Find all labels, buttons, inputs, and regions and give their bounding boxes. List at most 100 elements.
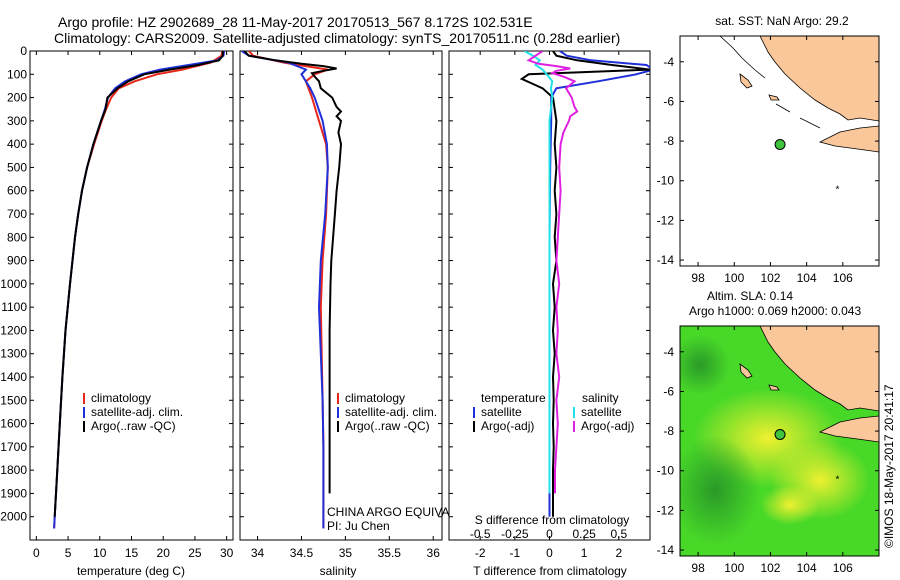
difference-panel: -2 -1 0 1 2 -0.5 -0.25 0 0.25 0.5 T difference fr…	[448, 50, 651, 578]
difference-xlabel: T difference from climatology	[473, 564, 627, 578]
y-tick-label: 1600	[0, 417, 27, 431]
sst-map-markers: *	[774, 138, 839, 196]
difference-top-label: S difference from climatology	[475, 513, 630, 527]
y-tick-label: 200	[7, 91, 27, 105]
x-tick-label: 35	[339, 546, 353, 560]
x-tick-label: 34.5	[290, 546, 314, 560]
argo-float-marker	[774, 428, 786, 440]
sla-map-axis-ticks: 98 100 102 104 106 -4 -6 -8 -10 -12 -14	[657, 326, 879, 575]
difference-lines	[519, 51, 650, 517]
legend-label: climatology	[345, 391, 405, 405]
coast-line-trail	[719, 36, 821, 129]
top-x-tick-label: 0.25	[572, 527, 596, 541]
x-tick-label: 15	[125, 546, 139, 560]
sla-low-northwest	[680, 335, 730, 395]
temperature-axis-ticks: 0 5 10 15 20 25 300100200300400500600700800900…	[0, 44, 233, 560]
salinity-axis-ticks: 34 34.5 35 35.5 36	[240, 50, 442, 560]
argo-float-marker	[774, 138, 786, 150]
y-tick-label: 2000	[0, 510, 27, 524]
legend-label: Argo(-adj)	[581, 419, 634, 433]
series-line-argo-raw-qc-	[53, 51, 224, 517]
y-tick-label: 1800	[0, 463, 27, 477]
series-line-argo-raw-qc-	[243, 51, 343, 494]
map-y-tick-label: -6	[663, 94, 674, 108]
y-tick-label: 1700	[0, 440, 27, 454]
y-tick-label: 400	[7, 137, 27, 151]
x-tick-label: 35.5	[378, 546, 402, 560]
legend-group-title: salinity	[582, 391, 619, 405]
temperature-panel: 0 5 10 15 20 25 300100200300400500600700800900…	[0, 44, 233, 578]
y-tick-label: 1200	[0, 323, 27, 337]
island-marker: *	[835, 475, 839, 486]
sst-map-land	[680, 36, 879, 153]
y-tick-label: 800	[7, 230, 27, 244]
sst-map-frame	[679, 35, 880, 267]
sst-map-axis-ticks: 98 100 102 104 106 -4 -6 -8 -10 -12 -14	[657, 36, 879, 285]
sla-sumatra-land	[680, 326, 879, 412]
map-y-tick-label: -6	[663, 384, 674, 398]
sla-map-frame	[679, 325, 880, 557]
y-tick-label: 500	[7, 160, 27, 174]
series-line-salinity-argo-adj-	[526, 51, 579, 494]
map-y-tick-label: -8	[663, 424, 674, 438]
map-y-tick-label: -4	[663, 345, 674, 359]
x-tick-label: 2	[615, 546, 622, 560]
mentawai-island-2	[768, 94, 780, 101]
pi-name-label: PI: Ju Chen	[327, 519, 390, 533]
series-line-temperature-argo-adj-	[519, 51, 650, 517]
legend-label: climatology	[91, 391, 151, 405]
y-tick-label: 700	[7, 207, 27, 221]
x-tick-label: 0	[33, 546, 40, 560]
top-x-tick-label: -0.25	[501, 527, 529, 541]
sla-high-southeast	[760, 485, 820, 525]
y-tick-label: 0	[20, 44, 27, 58]
map-x-tick-label: 100	[724, 561, 744, 575]
temperature-lines	[53, 51, 226, 529]
y-tick-label: 100	[7, 67, 27, 81]
y-tick-label: 1000	[0, 277, 27, 291]
top-x-tick-label: 0.5	[610, 527, 627, 541]
x-tick-label: 0	[546, 546, 553, 560]
map-x-tick-label: 98	[691, 271, 705, 285]
x-tick-label: -1	[510, 546, 521, 560]
sumatra-land	[680, 36, 879, 122]
map-x-tick-label: 106	[833, 561, 853, 575]
mentawai-island-1	[739, 73, 753, 89]
imos-credit: ©IMOS 18-May-2017 20:41:17	[882, 384, 896, 548]
legend-group-title: temperature	[481, 391, 546, 405]
y-tick-label: 1300	[0, 347, 27, 361]
sla-mentawai-island-1	[739, 363, 753, 379]
salinity-lines	[241, 51, 343, 529]
java-land	[818, 125, 879, 153]
y-tick-label: 1500	[0, 393, 27, 407]
x-tick-label: 20	[157, 546, 171, 560]
sla-map-field	[680, 326, 879, 556]
map-y-tick-label: -12	[657, 503, 675, 517]
legend-label: satellite-adj. clim.	[345, 405, 437, 419]
map-x-tick-label: 98	[691, 561, 705, 575]
salinity-xlabel: salinity	[320, 564, 357, 578]
legend-label: Argo(..raw -QC)	[345, 419, 430, 433]
map-x-tick-label: 102	[760, 561, 780, 575]
legend-label: Argo(..raw -QC)	[91, 419, 176, 433]
sla-map-markers: *	[774, 428, 839, 486]
map-x-tick-label: 102	[760, 271, 780, 285]
sla-map-title-line2: Argo h1000: 0.069 h2000: 0.043	[689, 304, 861, 318]
x-tick-label: 36	[427, 546, 441, 560]
map-x-tick-label: 104	[797, 271, 817, 285]
sst-map-panel: sat. SST: NaN Argo: 29.2 98 100 102 104 106 -…	[657, 14, 880, 285]
salinity-plot-frame	[239, 50, 443, 541]
legend-label: satellite	[481, 405, 522, 419]
top-x-tick-label: 0	[546, 527, 553, 541]
map-x-tick-label: 104	[797, 561, 817, 575]
sla-map-title-line1: Altim. SLA: 0.14	[707, 289, 793, 303]
map-y-tick-label: -14	[657, 543, 675, 557]
salinity-panel: 34 34.5 35 35.5 36 salinity climatologysatel…	[239, 50, 481, 578]
temperature-xlabel: temperature (deg C)	[77, 564, 185, 578]
map-y-tick-label: -14	[657, 253, 675, 267]
legend-label: satellite-adj. clim.	[91, 405, 183, 419]
map-y-tick-label: -10	[657, 464, 675, 478]
x-tick-label: 25	[188, 546, 202, 560]
